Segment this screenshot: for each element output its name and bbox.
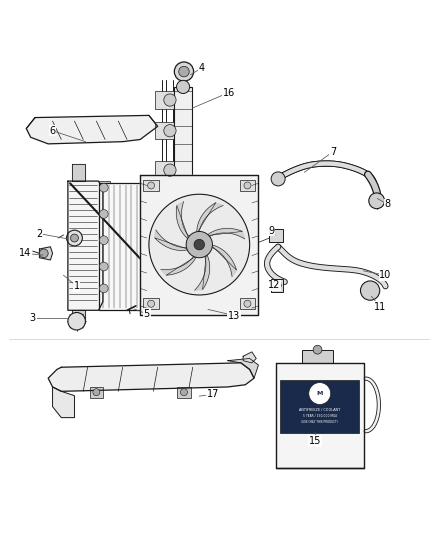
Text: 16: 16 bbox=[223, 87, 235, 98]
Circle shape bbox=[179, 66, 189, 77]
Bar bbox=[99, 183, 175, 310]
Polygon shape bbox=[48, 363, 254, 391]
Bar bbox=[99, 207, 110, 220]
Polygon shape bbox=[161, 255, 197, 275]
Circle shape bbox=[148, 300, 155, 307]
Circle shape bbox=[99, 262, 108, 271]
Circle shape bbox=[369, 193, 385, 209]
Polygon shape bbox=[195, 254, 210, 290]
Circle shape bbox=[244, 182, 251, 189]
Circle shape bbox=[271, 172, 285, 186]
Polygon shape bbox=[26, 115, 158, 144]
Circle shape bbox=[99, 183, 108, 192]
Circle shape bbox=[244, 300, 251, 307]
Circle shape bbox=[99, 284, 108, 293]
Polygon shape bbox=[197, 203, 223, 233]
Polygon shape bbox=[39, 247, 53, 260]
Text: 12: 12 bbox=[268, 280, 280, 290]
Polygon shape bbox=[243, 352, 256, 363]
Circle shape bbox=[174, 62, 194, 81]
Text: 6: 6 bbox=[49, 126, 56, 136]
Circle shape bbox=[164, 125, 176, 137]
Bar bbox=[143, 180, 159, 191]
Circle shape bbox=[39, 249, 48, 258]
Circle shape bbox=[177, 80, 190, 93]
Polygon shape bbox=[68, 181, 103, 310]
Polygon shape bbox=[228, 359, 258, 378]
Bar bbox=[174, 87, 192, 183]
Text: 9: 9 bbox=[268, 225, 275, 236]
Bar bbox=[143, 298, 159, 310]
Text: M: M bbox=[317, 391, 323, 396]
Circle shape bbox=[164, 164, 176, 176]
Text: 1: 1 bbox=[74, 281, 80, 291]
Polygon shape bbox=[72, 164, 85, 181]
Bar bbox=[177, 387, 191, 398]
Circle shape bbox=[93, 389, 100, 395]
Bar bbox=[99, 282, 110, 294]
Circle shape bbox=[164, 94, 176, 106]
Polygon shape bbox=[206, 229, 245, 239]
Circle shape bbox=[149, 194, 250, 295]
Circle shape bbox=[99, 209, 108, 219]
Circle shape bbox=[164, 247, 176, 260]
Circle shape bbox=[67, 230, 82, 246]
Bar bbox=[271, 279, 283, 292]
Text: 4: 4 bbox=[198, 63, 205, 73]
Text: (USE ONLY THIS PRODUCT): (USE ONLY THIS PRODUCT) bbox=[301, 421, 338, 424]
Circle shape bbox=[309, 383, 331, 405]
Polygon shape bbox=[53, 387, 74, 418]
Polygon shape bbox=[276, 363, 364, 468]
Text: 7: 7 bbox=[330, 147, 336, 157]
Bar bbox=[90, 387, 103, 398]
Text: 5 YEAR / 150,000 MILE: 5 YEAR / 150,000 MILE bbox=[303, 414, 337, 418]
Polygon shape bbox=[176, 201, 190, 240]
Text: 10: 10 bbox=[379, 270, 392, 280]
Text: 14: 14 bbox=[19, 248, 32, 259]
Text: 3: 3 bbox=[30, 313, 36, 323]
Circle shape bbox=[194, 239, 205, 250]
Text: 13: 13 bbox=[228, 311, 240, 320]
Bar bbox=[155, 205, 184, 223]
Circle shape bbox=[360, 281, 380, 300]
Polygon shape bbox=[155, 230, 189, 251]
Polygon shape bbox=[72, 310, 85, 324]
Text: ANTIFREEZE / COOLANT: ANTIFREEZE / COOLANT bbox=[299, 408, 340, 412]
Circle shape bbox=[180, 389, 187, 395]
Bar bbox=[280, 381, 359, 433]
Text: 2: 2 bbox=[36, 229, 42, 239]
Bar bbox=[269, 229, 283, 241]
Bar bbox=[155, 245, 184, 262]
Bar bbox=[99, 260, 110, 272]
Bar bbox=[155, 161, 184, 179]
Circle shape bbox=[148, 182, 155, 189]
Bar bbox=[155, 91, 184, 109]
Polygon shape bbox=[211, 245, 237, 277]
Polygon shape bbox=[140, 174, 258, 314]
Circle shape bbox=[68, 312, 85, 330]
Text: 5: 5 bbox=[144, 309, 150, 319]
Bar bbox=[240, 180, 255, 191]
Text: 15: 15 bbox=[309, 436, 321, 446]
Text: 11: 11 bbox=[374, 302, 386, 312]
Bar bbox=[99, 181, 110, 193]
Circle shape bbox=[313, 345, 322, 354]
Circle shape bbox=[186, 231, 212, 258]
Circle shape bbox=[272, 281, 281, 290]
Bar bbox=[177, 183, 188, 197]
Circle shape bbox=[164, 208, 176, 220]
Circle shape bbox=[71, 234, 78, 242]
Bar bbox=[302, 350, 333, 363]
Bar bbox=[240, 298, 255, 310]
Circle shape bbox=[99, 236, 108, 245]
Text: 17: 17 bbox=[207, 390, 219, 399]
Text: 8: 8 bbox=[385, 199, 391, 209]
Bar bbox=[99, 233, 110, 246]
Bar bbox=[155, 122, 184, 140]
